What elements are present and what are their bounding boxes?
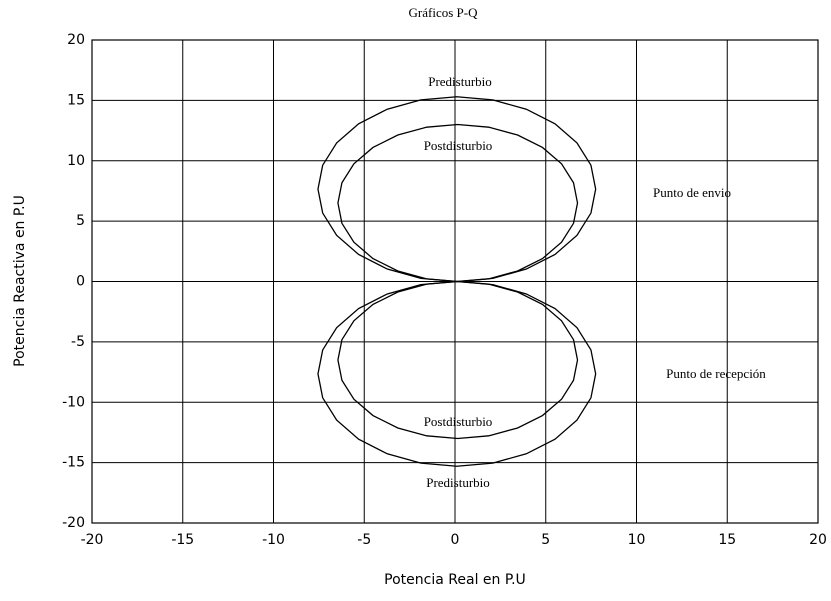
y-tick-label: -10 [62,394,85,410]
x-tick-label: 20 [809,532,827,548]
x-tick-label: 5 [541,532,550,548]
y-tick-label: 10 [67,153,85,169]
curve [337,123,579,283]
y-tick-label: 15 [67,92,85,108]
y-axis-label: Potencia Reactiva en P.U [12,195,28,367]
annotation: Predisturbio [426,475,490,490]
y-tick-label: 5 [76,213,85,229]
curve [317,96,597,283]
y-tick-label: -20 [62,515,85,531]
y-tick-label: 20 [67,32,85,48]
y-tick-label: -15 [62,455,85,471]
y-tick-label: 0 [76,274,85,290]
annotation: Postdisturbio [424,138,493,153]
x-tick-label: -15 [171,532,194,548]
y-tick-label: -5 [71,334,85,350]
x-tick-label: 0 [451,532,460,548]
annotation: Punto de envio [653,185,731,200]
x-tick-label: -20 [81,532,104,548]
annotation: Predisturbio [428,74,492,89]
plot-frame [91,39,819,524]
x-tick-label: 10 [628,532,646,548]
curve [317,280,597,467]
x-tick-label: -5 [357,532,371,548]
annotation: Punto de recepción [666,366,766,381]
annotation: Postdisturbio [424,414,493,429]
x-tick-label: -10 [262,532,285,548]
chart-title: Gráficos P-Q [409,5,479,20]
curve [337,280,579,440]
x-tick-label: 15 [718,532,736,548]
x-axis-label: Potencia Real en P.U [384,572,526,588]
